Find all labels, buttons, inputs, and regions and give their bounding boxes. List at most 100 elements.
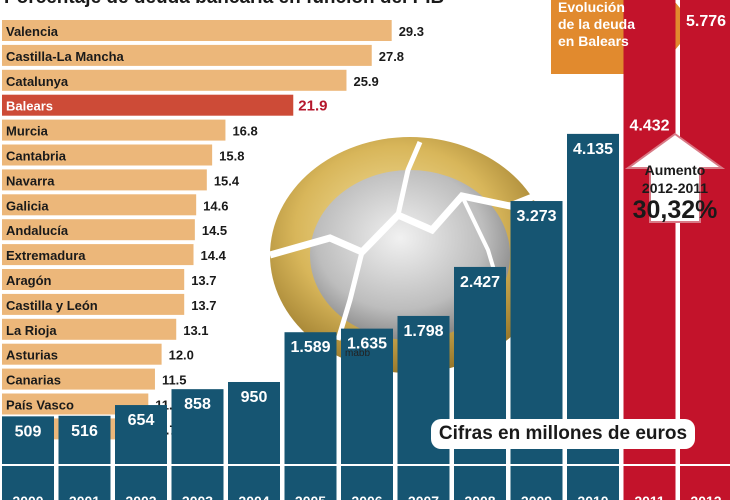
vbar-tick-2003: 2003: [182, 493, 213, 500]
vbar-value-2003: 858: [184, 396, 211, 413]
hbar-pais-vasco: [2, 393, 149, 415]
hbar-value-cantabria: 15.8: [219, 149, 244, 164]
vbar-value-2012: 5.776: [686, 13, 726, 30]
vbar-value-2008: 2.427: [460, 274, 500, 291]
vbar-2007: [397, 315, 450, 500]
vbar-tick-2011: 2011: [634, 493, 665, 500]
hbar-extremadura: [2, 244, 194, 266]
vbar-2005: [284, 332, 337, 500]
vbar-tick-2012: 2012: [690, 493, 721, 500]
hbar-balears: [2, 94, 294, 116]
hbar-value-murcia: 16.8: [232, 124, 257, 139]
hbar-value-canarias: 11.5: [162, 373, 187, 388]
callout-box: Evolución de la deuda en Balears: [551, 0, 669, 75]
callout-text: Evolución de la deuda en Balears: [558, 0, 635, 50]
hbar-label-andalucia: Andalucía: [6, 223, 69, 238]
vbar-value-2005: 1.589: [290, 339, 330, 356]
vbar-2009: [510, 201, 563, 500]
hbar-label-la-rioja: La Rioja: [6, 323, 57, 338]
vbar-tick-2001: 2001: [69, 493, 100, 500]
vbar-2000: [2, 416, 54, 500]
vbar-value-2002: 654: [128, 412, 155, 429]
year-strip-separator: [0, 464, 730, 466]
hbar-label-galicia: Galicia: [6, 198, 49, 213]
hbar-value-asturias: 12.0: [169, 348, 194, 363]
vbar-value-2009: 3.273: [516, 208, 556, 225]
hbar-aragon: [2, 269, 185, 290]
hbar-murcia: [2, 119, 226, 141]
vbar-value-2010: 4.135: [573, 141, 613, 158]
hbar-value-navarra: 15.4: [214, 173, 240, 188]
hbar-label-castilla-la-mancha: Castilla-La Mancha: [6, 49, 125, 64]
vbar-tick-2004: 2004: [238, 493, 269, 500]
vbar-value-2007: 1.798: [403, 323, 443, 340]
vbar-tick-2010: 2010: [577, 493, 608, 500]
callout-line-1: Evolución: [558, 0, 625, 15]
vbar-2001: [58, 415, 111, 500]
hbar-label-murcia: Murcia: [6, 124, 49, 139]
hbar-value-aragon: 13.7: [191, 273, 216, 288]
vbar-tick-2009: 2009: [521, 493, 552, 500]
hbar-value-castilla-y-leon: 13.7: [191, 298, 216, 313]
vbar-tick-2002: 2002: [125, 493, 156, 500]
vbar-value-2011: 4.432: [629, 118, 669, 135]
horizontal-bar-chart: Valencia 29.3 Castilla-La Mancha 27.8 Catalu…: [2, 20, 424, 440]
hbar-value-valencia: 29.3: [399, 24, 424, 39]
hbar-label-pais-vasco: País Vasco: [6, 398, 74, 413]
vbar-2012: [680, 0, 730, 500]
author-credit: mabb: [345, 348, 371, 359]
vbar-tick-2006: 2006: [351, 493, 382, 500]
vbar-2003: [171, 389, 224, 500]
vbar-2004: [228, 381, 280, 500]
hbar-value-balears: 21.9: [298, 98, 327, 115]
vbar-value-2000: 509: [15, 423, 42, 440]
vbar-2011: [623, 0, 676, 500]
hbar-label-cantabria: Cantabria: [6, 149, 67, 164]
callout-line-3: en Balears: [558, 33, 629, 49]
hbar-label-extremadura: Extremadura: [6, 248, 86, 263]
hbar-andalucia: [2, 219, 195, 241]
hbar-catalunya: [2, 69, 347, 91]
hbar-label-valencia: Valencia: [6, 24, 59, 39]
hbar-label-balears: Balears: [6, 99, 53, 114]
callout-line-2: de la deuda: [558, 16, 636, 32]
hbar-label-aragon: Aragón: [6, 273, 52, 288]
hbar-value-andalucia: 14.5: [202, 223, 227, 238]
hbar-la-rioja: [2, 318, 177, 340]
aumento-period: 2012-2011: [641, 180, 709, 196]
vbar-tick-2000: 2000: [12, 493, 43, 500]
vbar-2006: [341, 328, 393, 500]
hbar-label-navarra: Navarra: [6, 173, 55, 188]
hbar-label-catalunya: Catalunya: [6, 74, 69, 89]
hbar-value-castilla-la-mancha: 27.8: [379, 49, 404, 64]
hbar-galicia: [2, 194, 197, 216]
vbar-tick-2007: 2007: [408, 493, 439, 500]
hbar-value-la-rioja: 13.1: [183, 323, 208, 338]
hbar-value-catalunya: 25.9: [353, 74, 378, 89]
hbar-cantabria: [2, 144, 213, 166]
hbar-label-asturias: Asturias: [6, 348, 58, 363]
hbar-castilla-y-leon: [2, 293, 185, 315]
vbar-value-2006: 1.635: [347, 336, 387, 353]
vbar-2002: [115, 405, 167, 500]
hbar-castilla-la-mancha: [2, 44, 372, 66]
hbar-canarias: [2, 368, 155, 390]
vbar-value-2004: 950: [241, 389, 268, 406]
units-note: Cifras en millones de euros: [431, 419, 695, 449]
hbar-label-canarias: Canarias: [6, 373, 61, 388]
vbar-tick-2005: 2005: [295, 493, 326, 500]
hbar-asturias: [2, 343, 162, 365]
vbar-2008: [454, 266, 506, 500]
hbar-navarra: [2, 169, 207, 191]
hbar-value-extremadura: 14.4: [201, 248, 227, 263]
chart-title: Porcentaje de deuda bancaria en función …: [4, 0, 444, 9]
vbar-tick-2008: 2008: [464, 493, 495, 500]
vbar-value-2001: 516: [71, 423, 98, 440]
aumento-value: 30,32%: [632, 196, 718, 224]
aumento-label: Aumento: [644, 162, 706, 178]
hbar-label-castilla-y-leon: Castilla y León: [6, 298, 98, 313]
hbar-value-galicia: 14.6: [203, 198, 228, 213]
aumento-arrow: [624, 132, 726, 223]
